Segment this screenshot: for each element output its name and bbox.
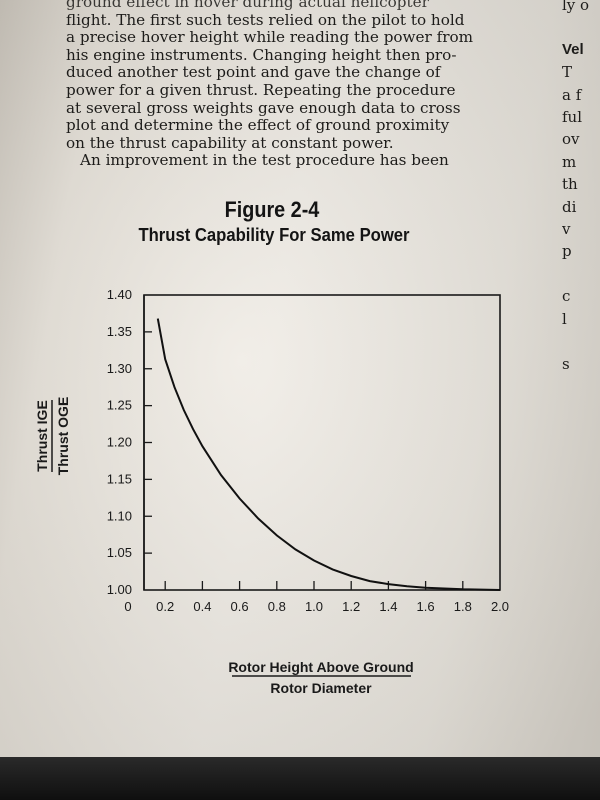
x-tick-label: 0.6	[231, 599, 249, 614]
y-tick-label: 1.05	[107, 545, 132, 560]
x-tick-label: 0.2	[156, 599, 174, 614]
y-tick-label: 1.10	[107, 508, 132, 523]
text-line: plot and determine the effect of ground …	[66, 116, 450, 135]
text-line: flight. The first such tests relied on t…	[66, 10, 465, 29]
x-axis-tick-labels: 0 0.2 0.4 0.6 0.8 1.0 1.2 1.4 1.6 1.8 2.0	[124, 599, 509, 614]
text-line: v	[562, 220, 571, 239]
text-line: Vel	[562, 40, 584, 58]
right-column-text: ly o Vel T a f ful ov m th di v p c l s	[562, 0, 600, 375]
text-line: c	[562, 287, 571, 306]
y-axis-tick-labels: 1.00 1.05 1.10 1.15 1.20 1.25 1.30 1.35 1.40	[107, 287, 132, 597]
text-line: s	[562, 354, 570, 373]
text-line: duced another test point and gave the ch…	[66, 63, 441, 82]
y-axis-label-numerator: Thrust IGE	[34, 400, 50, 472]
x-tick-label: 1.4	[379, 599, 397, 614]
text-line: his engine instruments. Changing height …	[66, 45, 457, 64]
x-tick-label: 0	[124, 599, 131, 614]
x-axis-ticks	[164, 581, 464, 590]
y-tick-label: 1.25	[107, 398, 132, 413]
figure-number: Figure 2-4	[224, 197, 320, 222]
text-line: An improvement in the test procedure has…	[80, 151, 449, 170]
x-tick-label: 1.8	[454, 599, 472, 614]
plot-frame	[143, 294, 501, 591]
y-tick-label: 1.35	[107, 324, 132, 339]
text-line: at several gross weights gave enough dat…	[66, 98, 461, 117]
text-line: T	[562, 63, 573, 82]
text-line: p	[562, 242, 572, 261]
y-axis-ticks	[143, 295, 152, 590]
text-line: on the thrust capability at constant pow…	[66, 133, 394, 152]
series-line	[156, 318, 501, 591]
table-surface	[0, 757, 600, 800]
y-tick-label: 1.00	[107, 582, 132, 597]
x-tick-label: 1.6	[417, 599, 435, 614]
x-tick-label: 0.4	[193, 599, 211, 614]
x-tick-label: 1.2	[342, 599, 360, 614]
x-axis-label-denominator: Rotor Diameter	[270, 680, 372, 696]
y-tick-label: 1.40	[107, 287, 132, 302]
text-line: ground effect in hover during actual hel…	[66, 0, 429, 11]
y-axis-label-denominator: Thrust OGE	[55, 397, 71, 476]
text-line: ov	[562, 130, 580, 149]
text-line: ly o	[562, 0, 590, 14]
body-paragraph: ground effect in hover during actual hel…	[66, 0, 496, 170]
text-line: th	[562, 175, 578, 194]
y-tick-label: 1.30	[107, 361, 132, 376]
x-tick-label: 1.0	[305, 599, 323, 614]
text-line: a precise hover height while reading the…	[66, 28, 474, 47]
y-tick-label: 1.20	[107, 435, 132, 450]
text-line: m	[562, 152, 577, 171]
text-line: power for a given thrust. Repeating the …	[66, 80, 456, 99]
chart-title: Thrust Capability For Same Power	[138, 224, 410, 245]
y-axis-label: Thrust IGE Thrust OGE	[34, 397, 71, 476]
x-tick-label: 2.0	[491, 599, 509, 614]
text-line: di	[562, 197, 577, 216]
text-line: ful	[562, 108, 583, 127]
text-line: a f	[562, 85, 582, 104]
x-axis-label-numerator: Rotor Height Above Ground	[228, 659, 413, 675]
x-tick-label: 0.8	[268, 599, 286, 614]
text-line: l	[562, 309, 567, 328]
y-tick-label: 1.15	[107, 471, 132, 486]
